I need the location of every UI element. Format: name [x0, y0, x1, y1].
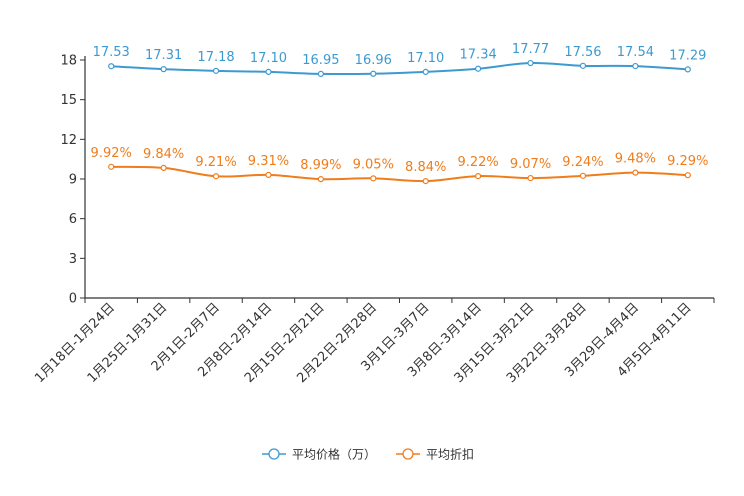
series-1-data-label: 9.21%	[195, 155, 236, 170]
series-0-point[interactable]	[370, 70, 377, 77]
data-labels: 17.53 17.31 17.18 17.10 16.95 16.96 17.10 17.34…	[91, 42, 709, 175]
legend-item-1[interactable]: 平均折扣	[396, 447, 474, 462]
series-1-point[interactable]	[160, 164, 167, 171]
series-1-data-label: 9.22%	[457, 155, 498, 170]
legend-marker	[402, 448, 414, 460]
series-0-data-label: 17.34	[460, 48, 497, 63]
y-tick-label: 0	[69, 292, 77, 307]
y-tick-label: 6	[69, 212, 77, 227]
series-0-data-label: 17.10	[250, 51, 287, 66]
series-1-data-label: 9.29%	[667, 154, 708, 169]
series-0-data-label: 17.53	[93, 45, 130, 60]
series-0-point[interactable]	[108, 63, 115, 70]
series-0-data-label: 17.54	[617, 45, 654, 60]
series-line-1	[111, 165, 688, 183]
series-0-data-label: 17.56	[564, 45, 601, 60]
y-tick-label: 9	[69, 173, 77, 188]
legend-label: 平均折扣	[426, 447, 474, 462]
y-tick-label: 12	[60, 133, 77, 148]
series-1-data-label: 9.48%	[615, 152, 656, 167]
legend-marker	[268, 448, 280, 460]
series-1-data-label: 9.92%	[91, 146, 132, 161]
series-0-data-label: 17.29	[669, 48, 706, 63]
series-0-data-label: 17.18	[197, 50, 234, 65]
series-1-data-label: 8.99%	[300, 158, 341, 173]
legend-label: 平均价格（万）	[292, 447, 376, 462]
series-1-point[interactable]	[317, 176, 324, 183]
series-0-data-label: 17.31	[145, 48, 182, 63]
series-1-point[interactable]	[265, 171, 272, 179]
legend-item-0[interactable]: 平均价格（万）	[262, 447, 376, 462]
series-0-point[interactable]	[212, 67, 220, 74]
series-0-point[interactable]	[475, 65, 482, 72]
series-0-point[interactable]	[684, 66, 691, 73]
series-1-data-label: 9.05%	[353, 157, 394, 172]
series-1-point[interactable]	[684, 172, 691, 179]
series-0-point[interactable]	[527, 59, 534, 67]
series-0-point[interactable]	[422, 68, 429, 76]
series-1-point[interactable]	[212, 173, 220, 180]
series-1-data-label: 9.31%	[248, 154, 289, 169]
series-0-point[interactable]	[317, 70, 324, 77]
series-1-point[interactable]	[108, 163, 115, 170]
series-1-data-label: 9.84%	[143, 147, 184, 162]
axes: 03691215181月18日-1月24日1月25日-1月31日2月1日-2月7…	[32, 54, 715, 386]
series-0-data-label: 17.10	[407, 51, 444, 66]
series-0-data-label: 16.95	[302, 53, 339, 68]
series-layer	[108, 59, 691, 185]
legend[interactable]: 平均价格（万） 平均折扣	[262, 447, 474, 462]
y-tick-label: 18	[60, 54, 77, 69]
series-0-point[interactable]	[265, 68, 272, 76]
series-0-point[interactable]	[160, 66, 167, 73]
series-0-point[interactable]	[632, 62, 639, 70]
series-line-0	[111, 61, 688, 76]
series-0-data-label: 16.96	[355, 53, 392, 68]
series-1-point[interactable]	[632, 169, 639, 176]
series-1-point[interactable]	[475, 172, 482, 180]
series-1-data-label: 8.84%	[405, 160, 446, 175]
series-1-point[interactable]	[527, 174, 534, 182]
y-tick-label: 15	[60, 93, 77, 108]
series-1-point[interactable]	[370, 175, 377, 182]
series-0-data-label: 17.77	[512, 42, 549, 57]
series-1-data-label: 9.07%	[510, 157, 551, 172]
series-1-point[interactable]	[422, 178, 429, 185]
series-0-point[interactable]	[579, 62, 587, 69]
series-1-data-label: 9.24%	[562, 155, 603, 170]
series-1-point[interactable]	[579, 172, 587, 179]
y-tick-label: 3	[69, 252, 77, 267]
